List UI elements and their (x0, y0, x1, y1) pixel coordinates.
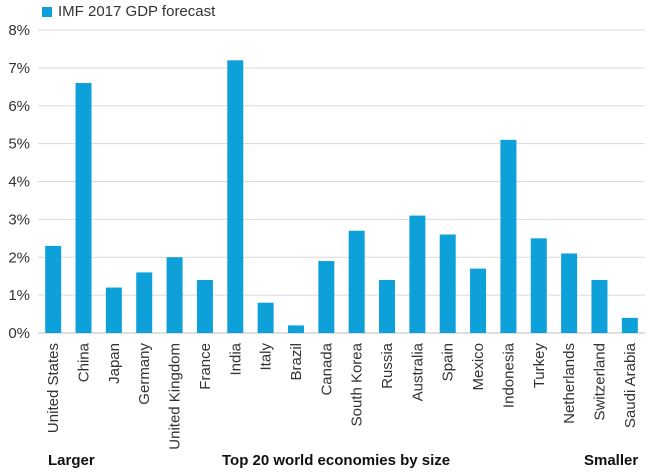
x-tick-label: Netherlands (561, 343, 578, 424)
y-tick-label: 4% (8, 174, 30, 191)
x-tick-label: Indonesia (500, 342, 517, 408)
bar (318, 261, 335, 333)
y-tick-label: 3% (8, 211, 30, 228)
x-tick-label: Brazil (288, 343, 305, 381)
x-axis-smaller-label: Smaller (584, 452, 639, 469)
legend-label: IMF 2017 GDP forecast (58, 3, 216, 20)
bar (409, 215, 426, 333)
x-tick-label: Canada (318, 342, 335, 395)
y-tick-label: 5% (8, 136, 30, 153)
x-tick-label: Japan (106, 343, 123, 384)
legend-swatch (42, 6, 52, 17)
x-tick-label: India (227, 342, 244, 375)
y-tick-label: 2% (8, 249, 30, 266)
x-tick-label: United States (45, 343, 62, 433)
x-tick-label: South Korea (349, 342, 366, 426)
bar (621, 317, 638, 333)
bar (561, 253, 578, 333)
bar (227, 60, 244, 334)
bar (196, 279, 213, 333)
x-axis-title: Top 20 world economies by size (222, 452, 451, 469)
y-tick-label: 8% (8, 22, 30, 39)
y-tick-label: 7% (8, 60, 30, 77)
bar (257, 302, 274, 333)
bar (287, 325, 304, 333)
bar (470, 268, 487, 333)
x-tick-label: France (197, 343, 214, 390)
bar (136, 272, 153, 333)
x-tick-label: Spain (440, 343, 457, 381)
x-tick-label: Switzerland (591, 343, 608, 421)
bar (379, 279, 396, 333)
y-tick-label: 1% (8, 287, 30, 304)
x-tick-label: Russia (379, 342, 396, 389)
bar (439, 234, 456, 333)
legend: IMF 2017 GDP forecast (42, 3, 215, 20)
x-tick-label: Australia (409, 342, 426, 401)
x-tick-label: Turkey (531, 343, 548, 389)
y-tick-label: 6% (8, 98, 30, 115)
bar (166, 257, 183, 333)
x-tick-label: Mexico (470, 343, 487, 391)
x-tick-label: China (76, 342, 93, 382)
bar (75, 83, 92, 334)
bar (530, 238, 547, 333)
x-tick-label: United Kingdom (167, 343, 184, 450)
bar (45, 245, 62, 333)
x-tick-label: Germany (136, 343, 153, 405)
y-tick-label: 0% (8, 325, 30, 342)
x-tick-label: Saudi Arabia (622, 342, 639, 428)
bar (500, 139, 517, 333)
x-tick-label: Italy (258, 343, 275, 371)
bar (105, 287, 122, 333)
bar (591, 279, 608, 333)
x-axis-larger-label: Larger (48, 452, 95, 469)
bar (348, 230, 365, 333)
